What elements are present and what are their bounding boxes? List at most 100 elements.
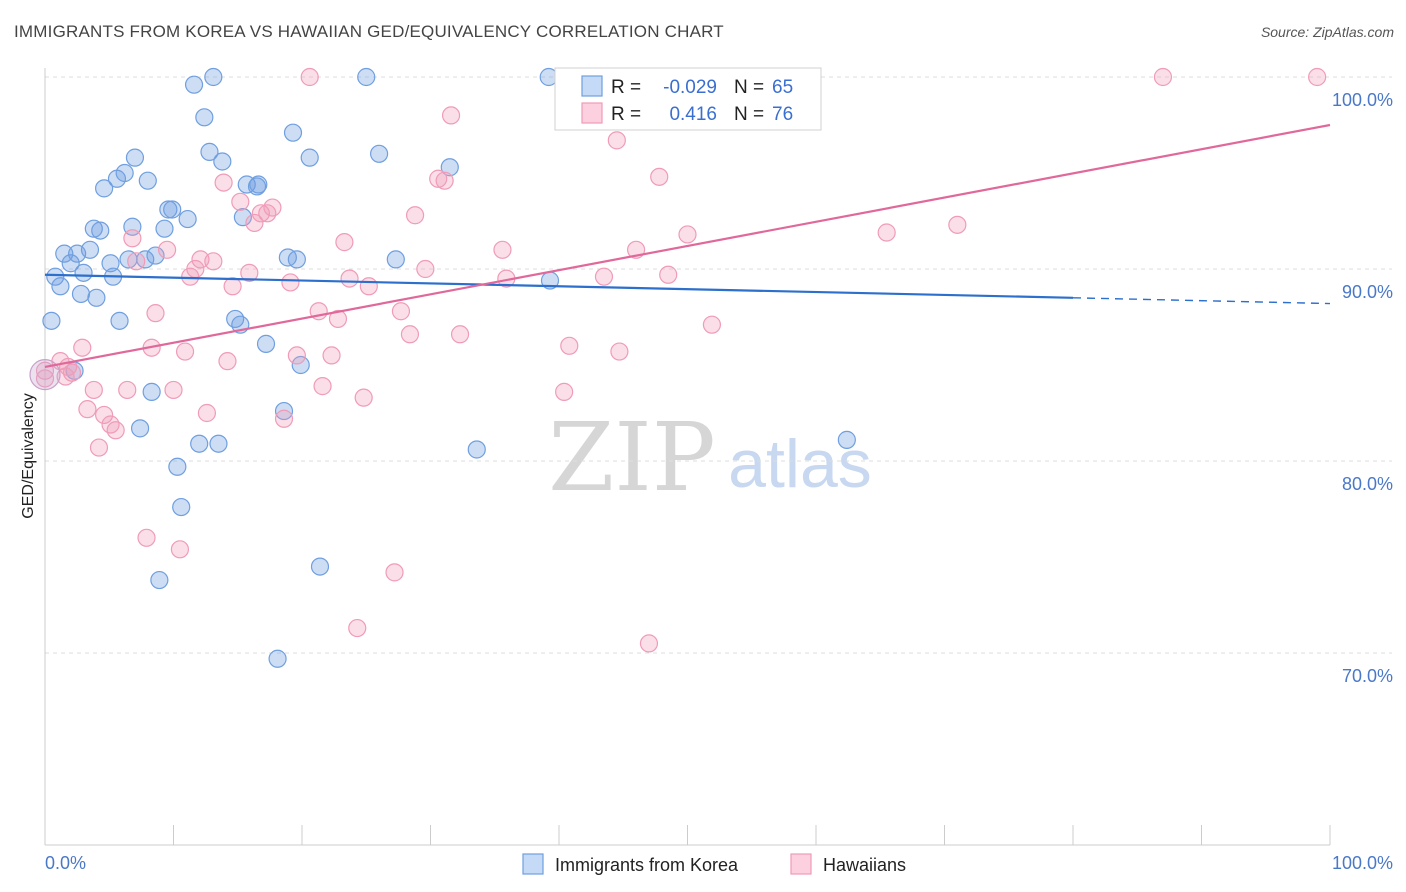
- point-hawaiians: [429, 169, 448, 188]
- point-hawaiians: [175, 342, 195, 361]
- point-korea: [91, 221, 110, 240]
- point-korea: [200, 142, 219, 161]
- trend-line-korea: [44, 273, 1074, 299]
- point-hawaiians: [594, 267, 614, 286]
- point-korea: [80, 240, 100, 259]
- point-korea: [61, 254, 80, 273]
- point-hawaiians: [607, 131, 626, 150]
- scatter-points: [29, 67, 1327, 668]
- point-hawaiians: [948, 215, 967, 234]
- point-hawaiians: [263, 198, 282, 217]
- point-korea: [95, 179, 114, 198]
- point-korea: [291, 355, 310, 375]
- point-hawaiians: [877, 223, 896, 242]
- point-korea: [163, 200, 182, 219]
- point-hawaiians: [123, 229, 142, 248]
- y-axis-title: GED/Equivalency: [20, 393, 37, 518]
- point-hawaiians: [214, 173, 233, 192]
- point-hawaiians: [78, 400, 97, 419]
- point-hawaiians: [106, 421, 125, 440]
- point-hawaiians: [493, 240, 512, 259]
- point-korea: [168, 457, 187, 476]
- point-hawaiians: [348, 618, 367, 638]
- bottom-legend-swatch-hawaiians: [790, 853, 812, 875]
- point-hawaiians: [639, 634, 659, 653]
- x-axis-ticks: [44, 825, 1331, 845]
- point-korea: [249, 175, 268, 194]
- y-tick-label: 70.0%: [1342, 666, 1393, 686]
- watermark-zip: ZIP: [548, 403, 715, 513]
- legend-swatch-korea: [581, 75, 603, 97]
- point-hawaiians: [650, 167, 669, 186]
- point-korea: [172, 497, 191, 517]
- point-hawaiians: [170, 540, 190, 559]
- point-hawaiians: [659, 265, 678, 284]
- point-hawaiians: [101, 415, 120, 434]
- point-hawaiians: [218, 352, 237, 371]
- point-hawaiians: [1153, 67, 1173, 87]
- y-axis-tick-labels: 70.0% 80.0% 90.0% 100.0%: [1332, 90, 1393, 686]
- trend-line-korea-extension: [1072, 297, 1331, 305]
- point-hawaiians: [197, 403, 217, 423]
- point-korea: [110, 311, 129, 330]
- point-korea: [142, 382, 161, 401]
- point-korea: [278, 248, 297, 267]
- legend-hawaiians-r-label: R =: [611, 104, 641, 125]
- point-hawaiians: [359, 277, 378, 296]
- point-korea: [87, 288, 106, 307]
- point-korea: [190, 434, 209, 453]
- point-korea: [155, 219, 174, 238]
- point-korea: [357, 67, 376, 87]
- point-hawaiians: [322, 346, 341, 365]
- x-tick-label-min: 0.0%: [45, 853, 86, 873]
- point-hawaiians: [118, 380, 137, 400]
- point-korea: [226, 309, 245, 329]
- point-hawaiians: [335, 233, 354, 252]
- point-hawaiians: [231, 192, 250, 211]
- y-tick-label: 80.0%: [1342, 474, 1393, 494]
- point-korea: [268, 649, 287, 668]
- point-korea: [274, 401, 294, 421]
- point-korea: [204, 67, 223, 87]
- legend-korea-r-label: R =: [611, 77, 641, 98]
- point-hawaiians: [146, 304, 165, 323]
- point-korea: [74, 263, 93, 282]
- point-korea: [287, 250, 306, 269]
- point-hawaiians: [416, 259, 435, 279]
- point-korea: [837, 430, 856, 449]
- point-hawaiians: [164, 380, 183, 400]
- point-korea: [130, 419, 150, 438]
- stats-legend: R = -0.029 N = 65 R = 0.416 N = 76: [554, 67, 822, 131]
- point-hawaiians: [560, 336, 579, 355]
- point-hawaiians: [274, 409, 294, 428]
- point-korea: [71, 284, 91, 304]
- point-hawaiians: [204, 252, 223, 271]
- legend-korea-n-value: 65: [772, 77, 793, 98]
- point-hawaiians: [313, 377, 332, 396]
- point-korea: [46, 267, 65, 286]
- point-korea: [115, 163, 134, 183]
- point-hawaiians: [441, 106, 461, 125]
- point-korea: [184, 75, 204, 94]
- point-korea: [300, 148, 319, 167]
- point-hawaiians: [610, 342, 629, 361]
- point-hawaiians: [127, 252, 146, 271]
- legend-korea-r-value: -0.029: [663, 77, 717, 98]
- point-korea: [256, 334, 276, 353]
- point-hawaiians: [73, 338, 92, 357]
- point-korea: [55, 244, 74, 263]
- point-korea: [101, 254, 120, 273]
- legend-swatch-hawaiians: [581, 102, 603, 124]
- y-tick-label: 90.0%: [1342, 282, 1393, 302]
- point-korea: [150, 570, 169, 590]
- x-tick-label-max: 100.0%: [1332, 853, 1393, 873]
- point-hawaiians: [435, 171, 454, 190]
- grid-lines: [45, 76, 1392, 654]
- point-korea: [138, 171, 157, 190]
- point-korea: [42, 311, 61, 330]
- point-hawaiians: [287, 346, 306, 365]
- point-korea: [159, 200, 178, 219]
- point-hawaiians: [385, 563, 404, 582]
- point-hawaiians: [405, 206, 425, 225]
